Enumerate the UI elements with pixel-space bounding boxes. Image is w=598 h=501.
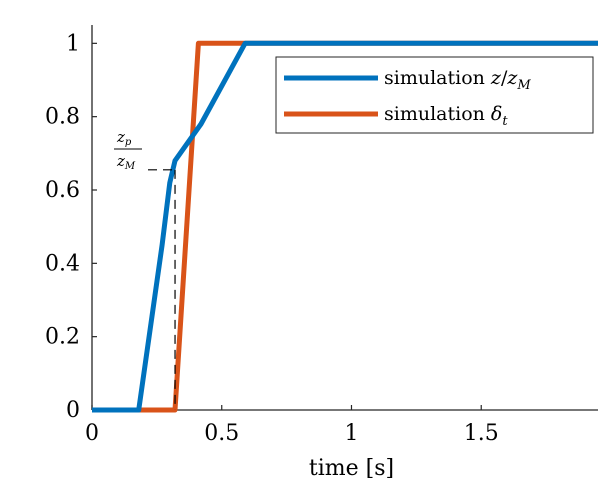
legend-label-sep: / <box>501 67 508 89</box>
legend-label: simulation z/zM <box>384 67 531 93</box>
x-tick-label: 0 <box>85 421 99 446</box>
annotation-numerator-var: z <box>116 128 125 146</box>
y-tick-label: 0.4 <box>45 251 80 276</box>
series-line-z-over-zM <box>92 40 598 413</box>
annotation-denominator-var: z <box>116 152 125 170</box>
legend-label-main: simulation <box>384 67 491 89</box>
series-layer <box>92 40 598 413</box>
legend-label: simulation δt <box>384 103 508 129</box>
y-tick-label: 1 <box>66 31 80 56</box>
x-tick-label: 1 <box>344 421 358 446</box>
axes: 0 0.5 1 1.5 0 0.2 0.4 0.6 0.8 1 time [s] <box>45 25 598 481</box>
legend-label-var: δ <box>491 103 502 125</box>
legend-label-var: z <box>490 67 502 89</box>
y-tick-label: 0 <box>66 398 80 423</box>
annotation-denominator: zM <box>116 152 136 172</box>
x-tick-label: 0.5 <box>204 421 239 446</box>
legend-label-sub: M <box>516 78 531 93</box>
x-tick-label: 1.5 <box>464 421 499 446</box>
y-tick-label: 0.8 <box>45 105 80 130</box>
legend-label-var2: z <box>506 67 518 89</box>
annotation-numerator-sub: p <box>125 137 132 148</box>
legend-box <box>275 56 594 134</box>
annotation-denominator-sub: M <box>124 161 136 172</box>
y-tick-label: 0.6 <box>45 178 80 203</box>
legend-label-sub: t <box>502 114 508 129</box>
x-axis-label: time [s] <box>309 456 394 481</box>
legend-label-main: simulation <box>384 103 491 125</box>
y-tick-label: 0.2 <box>45 325 80 350</box>
annotation-numerator: zp <box>116 128 132 148</box>
